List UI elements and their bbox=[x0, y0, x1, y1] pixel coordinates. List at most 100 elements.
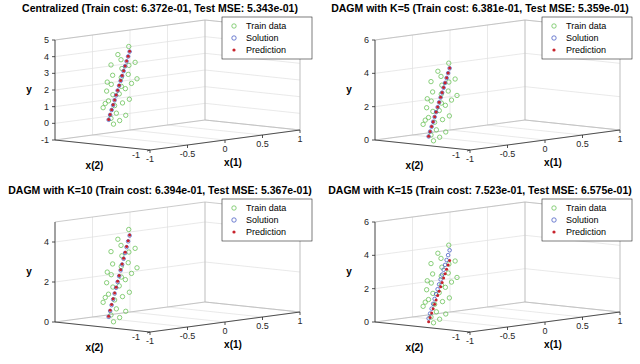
panel: DAGM with K=5 (Train cost: 6.381e-01, Te… bbox=[331, 2, 632, 171]
grid-line bbox=[55, 302, 205, 322]
grid-line bbox=[93, 135, 188, 145]
point bbox=[434, 310, 438, 314]
point bbox=[446, 89, 450, 93]
point bbox=[447, 71, 450, 74]
legend: Train dataSolutionPrediction bbox=[222, 17, 312, 59]
tick bbox=[582, 135, 583, 138]
grid-line bbox=[487, 25, 488, 125]
point bbox=[429, 281, 433, 285]
legend-marker bbox=[232, 48, 235, 51]
tick bbox=[52, 106, 55, 107]
point bbox=[429, 130, 432, 133]
box-edge bbox=[525, 302, 620, 312]
legend-marker bbox=[552, 24, 556, 28]
point bbox=[124, 309, 128, 313]
point bbox=[449, 98, 453, 102]
point bbox=[114, 94, 118, 98]
point bbox=[111, 103, 115, 107]
tick bbox=[52, 40, 55, 41]
grid-line bbox=[55, 222, 205, 242]
point bbox=[120, 294, 124, 298]
series bbox=[427, 248, 452, 320]
point bbox=[127, 97, 131, 101]
point bbox=[123, 251, 127, 255]
grid-line bbox=[525, 20, 620, 30]
grid-line bbox=[525, 120, 620, 130]
box-edge bbox=[55, 20, 205, 40]
grid-line bbox=[205, 120, 300, 130]
grid-line bbox=[375, 322, 470, 332]
point bbox=[116, 280, 120, 284]
point bbox=[447, 80, 451, 84]
legend-marker bbox=[232, 206, 236, 210]
legend: Train dataSolutionPrediction bbox=[222, 199, 312, 241]
tick bbox=[52, 56, 55, 57]
axes-box: -1-0.500.51-1024 bbox=[44, 202, 303, 346]
point bbox=[122, 69, 126, 73]
tick bbox=[545, 140, 546, 143]
z-axis bbox=[55, 322, 150, 332]
point bbox=[119, 79, 123, 83]
title: DAGM with K=10 (Train cost: 6.394e-01, T… bbox=[8, 184, 312, 196]
axes-box: -1-0.500.51-10246 bbox=[364, 20, 623, 164]
point bbox=[432, 307, 435, 310]
legend-box bbox=[222, 199, 312, 241]
tick-label: 2 bbox=[364, 284, 369, 294]
point bbox=[119, 269, 123, 273]
point bbox=[443, 103, 447, 107]
point bbox=[442, 86, 445, 89]
point bbox=[106, 292, 110, 296]
point bbox=[121, 74, 124, 77]
point bbox=[445, 76, 449, 80]
tick-label: -0.5 bbox=[500, 149, 516, 159]
point bbox=[448, 67, 451, 70]
point bbox=[116, 89, 119, 92]
legend: Train dataSolutionPrediction bbox=[542, 17, 632, 59]
point bbox=[120, 74, 124, 78]
series bbox=[427, 259, 451, 323]
axis-label: x(1) bbox=[224, 339, 242, 350]
point bbox=[439, 96, 443, 100]
legend-label: Train data bbox=[566, 203, 606, 213]
point bbox=[431, 120, 435, 124]
tick-label: 1 bbox=[297, 316, 302, 326]
box-edge bbox=[205, 20, 206, 120]
series bbox=[427, 67, 451, 138]
axes-box: -1-0.500.51-1-1012345 bbox=[41, 20, 303, 164]
tick-label: 4 bbox=[364, 68, 369, 78]
point bbox=[110, 303, 114, 307]
legend-label: Prediction bbox=[246, 45, 286, 55]
box-edge bbox=[525, 20, 526, 120]
point bbox=[127, 227, 131, 231]
series bbox=[427, 66, 452, 138]
point bbox=[444, 81, 447, 84]
point bbox=[441, 281, 444, 284]
point bbox=[444, 312, 448, 316]
legend-marker bbox=[552, 206, 556, 210]
grid-line bbox=[375, 269, 525, 289]
axis-label: x(2) bbox=[406, 160, 424, 171]
point bbox=[440, 91, 444, 95]
grid-line bbox=[55, 53, 205, 73]
point bbox=[124, 113, 128, 117]
point bbox=[441, 91, 444, 94]
box-edge bbox=[375, 20, 525, 40]
point bbox=[427, 135, 431, 139]
point bbox=[128, 233, 131, 236]
point bbox=[111, 320, 115, 324]
series bbox=[101, 227, 139, 324]
point bbox=[430, 90, 434, 94]
tick bbox=[52, 242, 55, 243]
point bbox=[446, 271, 450, 275]
grid-line bbox=[413, 317, 508, 327]
point bbox=[447, 263, 450, 266]
point bbox=[429, 99, 433, 103]
point bbox=[123, 277, 127, 281]
point bbox=[430, 125, 434, 129]
tick-label: 0 bbox=[542, 326, 547, 336]
tick bbox=[147, 150, 150, 151]
point bbox=[445, 268, 448, 271]
legend-label: Solution bbox=[246, 33, 279, 43]
grid-line bbox=[525, 302, 620, 312]
point bbox=[101, 105, 105, 109]
